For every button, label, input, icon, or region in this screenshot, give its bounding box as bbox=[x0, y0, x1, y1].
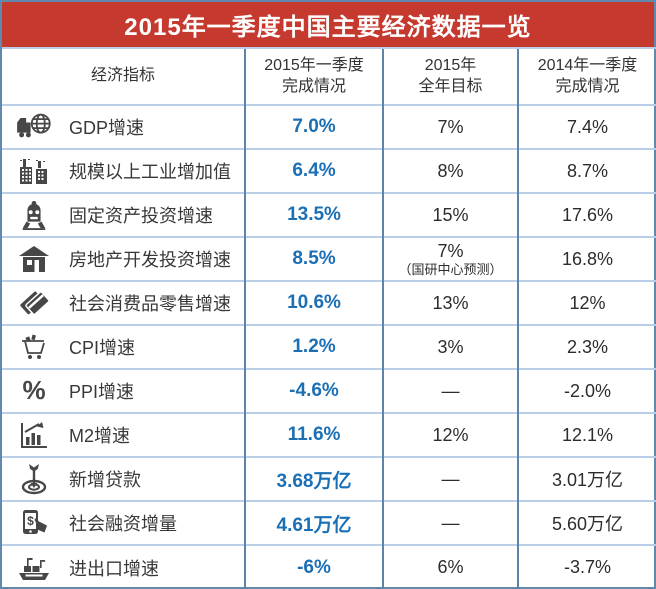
indicator-label: 固定资产投资增速 bbox=[69, 206, 213, 226]
header-row: 经济指标 2015年一季度 完成情况 2015年 全年目标 2014年一季度 完… bbox=[2, 47, 656, 105]
table-row-fixed-asset-investment: 固定资产投资增速 13.5% 15% 17.6% bbox=[2, 192, 656, 237]
economic-data-table: 经济指标 2015年一季度 完成情况 2015年 全年目标 2014年一季度 完… bbox=[2, 47, 656, 589]
value-q1-2015: 3.68万亿 bbox=[276, 470, 352, 492]
value-q1-2014: 12% bbox=[569, 292, 606, 313]
value-target-2015: 3% bbox=[437, 336, 464, 357]
percent-icon: % bbox=[14, 372, 54, 410]
svg-text:$: $ bbox=[27, 514, 34, 528]
value-q1-2014: 16.8% bbox=[561, 248, 614, 269]
value-q1-2014: 3.01万亿 bbox=[551, 470, 624, 490]
page-title: 2015年一季度中国主要经济数据一览 bbox=[124, 14, 532, 41]
svg-text:%: % bbox=[22, 376, 45, 405]
table-row-industrial-output: 规模以上工业增加值 6.4% 8% 8.7% bbox=[2, 148, 656, 193]
bar-chart-icon bbox=[14, 416, 54, 454]
indicator-label: CPI增速 bbox=[69, 338, 136, 358]
table-row-real-estate-investment: 房地产开发投资增速 8.5% 7% （国研中心预测） 16.8% bbox=[2, 236, 656, 281]
indicator-label: 房地产开发投资增速 bbox=[69, 250, 231, 270]
cargo-ship-icon bbox=[14, 549, 54, 587]
value-q1-2015: 13.5% bbox=[287, 204, 341, 225]
phone-dollar-icon: $ bbox=[14, 504, 54, 542]
indicator-label: M2增速 bbox=[69, 426, 131, 446]
value-q1-2015: 11.6% bbox=[287, 424, 341, 445]
value-target-2015: 6% bbox=[437, 557, 464, 577]
value-target-2015: 12% bbox=[432, 424, 469, 445]
shopping-cart-icon bbox=[14, 328, 54, 366]
value-q1-2014: -2.0% bbox=[563, 380, 612, 401]
table-row-import-export: 进出口增速 -6% 6% -3.7% bbox=[2, 544, 656, 589]
value-q1-2014: 5.60万亿 bbox=[551, 514, 624, 534]
col-header-q1-2014: 2014年一季度 完成情况 bbox=[517, 47, 656, 105]
value-target-2015: — bbox=[441, 512, 460, 533]
value-q1-2014: 7.4% bbox=[566, 116, 609, 137]
locomotive-icon bbox=[14, 196, 54, 234]
table-row-gdp: GDP增速 7.0% 7% 7.4% bbox=[2, 104, 656, 149]
value-target-2015: 13% bbox=[432, 292, 469, 313]
factory-icon bbox=[14, 152, 54, 190]
value-q1-2015: 8.5% bbox=[292, 248, 336, 269]
value-q1-2015: 7.0% bbox=[292, 116, 336, 137]
value-q1-2015: 6.4% bbox=[292, 160, 336, 181]
value-q1-2015: 1.2% bbox=[292, 336, 336, 357]
col-header-target-2015: 2015年 全年目标 bbox=[382, 47, 518, 105]
value-q1-2015: -4.6% bbox=[289, 380, 339, 401]
value-target-2015: 7% bbox=[437, 240, 464, 261]
value-q1-2015: -6% bbox=[297, 556, 331, 578]
indicator-label: 进出口增速 bbox=[69, 558, 159, 579]
title-banner: 2015年一季度中国主要经济数据一览 bbox=[2, 2, 654, 47]
value-target-note: （国研中心预测） bbox=[398, 261, 503, 277]
table-row-m2: M2增速 11.6% 12% 12.1% bbox=[2, 412, 656, 457]
value-q1-2014: 8.7% bbox=[566, 160, 609, 181]
col-header-q1-2015: 2015年一季度 完成情况 bbox=[244, 47, 383, 105]
value-q1-2015: 4.61万亿 bbox=[276, 514, 352, 536]
indicator-label: 新增贷款 bbox=[69, 470, 141, 490]
indicator-label: PPI增速 bbox=[69, 382, 135, 402]
value-q1-2014: 12.1% bbox=[561, 424, 614, 445]
indicator-label: 社会融资增量 bbox=[69, 514, 177, 534]
value-q1-2014: -3.7% bbox=[563, 557, 612, 577]
value-target-2015: — bbox=[441, 380, 460, 401]
table-row-social-financing: $ 社会融资增量 4.61万亿 — 5.60万亿 bbox=[2, 500, 656, 545]
house-icon bbox=[14, 240, 54, 278]
value-target-2015: 7% bbox=[437, 116, 464, 137]
value-q1-2014: 17.6% bbox=[561, 204, 614, 225]
value-q1-2014: 2.3% bbox=[566, 336, 609, 357]
table-row-ppi: % PPI增速 -4.6% — -2.0% bbox=[2, 368, 656, 413]
table-row-cpi: CPI增速 1.2% 3% 2.3% bbox=[2, 324, 656, 369]
indicator-label: 规模以上工业增加值 bbox=[69, 162, 231, 182]
value-q1-2015: 10.6% bbox=[287, 292, 341, 313]
truck-globe-icon bbox=[14, 108, 54, 146]
col-header-indicator: 经济指标 bbox=[2, 47, 245, 105]
indicator-label: 社会消费品零售增速 bbox=[69, 294, 231, 314]
table-row-retail-sales: 社会消费品零售增速 10.6% 13% 12% bbox=[2, 280, 656, 325]
value-target-2015: 15% bbox=[432, 204, 469, 225]
value-target-2015: — bbox=[441, 468, 460, 489]
dart-target-icon bbox=[14, 460, 54, 498]
value-target-2015: 8% bbox=[437, 160, 464, 181]
indicator-label: GDP增速 bbox=[69, 118, 145, 138]
table-row-new-loans: 新增贷款 3.68万亿 — 3.01万亿 bbox=[2, 456, 656, 501]
credit-cards-icon bbox=[14, 284, 54, 322]
